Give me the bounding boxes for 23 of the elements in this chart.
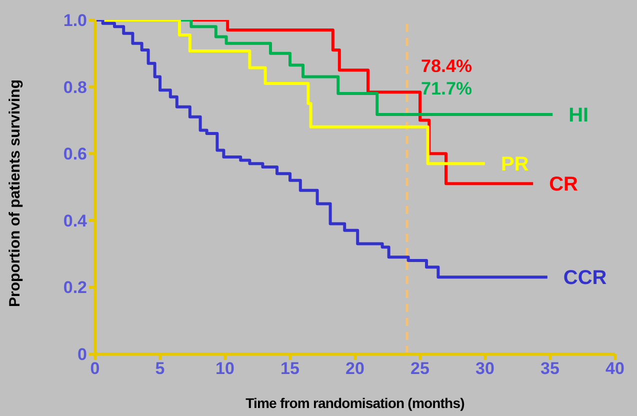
- x-tick-label: 0: [90, 359, 100, 378]
- y-tick-label: 0.4: [63, 211, 88, 230]
- series-label: CCR: [563, 267, 608, 290]
- x-tick-label: 5: [155, 359, 165, 378]
- y-tick-label: 0.2: [63, 278, 87, 298]
- x-tick-label: 30: [476, 359, 494, 378]
- x-tick-label: 40: [606, 359, 624, 378]
- x-axis-title: Time from randomisation (months): [246, 395, 464, 411]
- y-axis-title: Proportion of patients surviving: [6, 79, 24, 307]
- annotation: 78.4%: [421, 56, 472, 76]
- x-tick-label: 25: [410, 359, 430, 378]
- series-label: HI: [568, 104, 589, 127]
- x-tick-label: 10: [216, 359, 234, 378]
- annotation: 71.7%: [421, 78, 472, 99]
- series-label: CR: [549, 174, 579, 196]
- y-tick-label: 0.6: [63, 144, 87, 164]
- x-tick-label: 35: [540, 359, 560, 378]
- x-tick-label: 20: [346, 359, 364, 378]
- series-label: PR: [501, 154, 530, 176]
- x-tick-label: 15: [280, 359, 300, 378]
- y-tick-label: 0: [78, 345, 87, 364]
- y-tick-label: 0.8: [63, 78, 87, 97]
- y-tick-label: 1.0: [63, 11, 87, 30]
